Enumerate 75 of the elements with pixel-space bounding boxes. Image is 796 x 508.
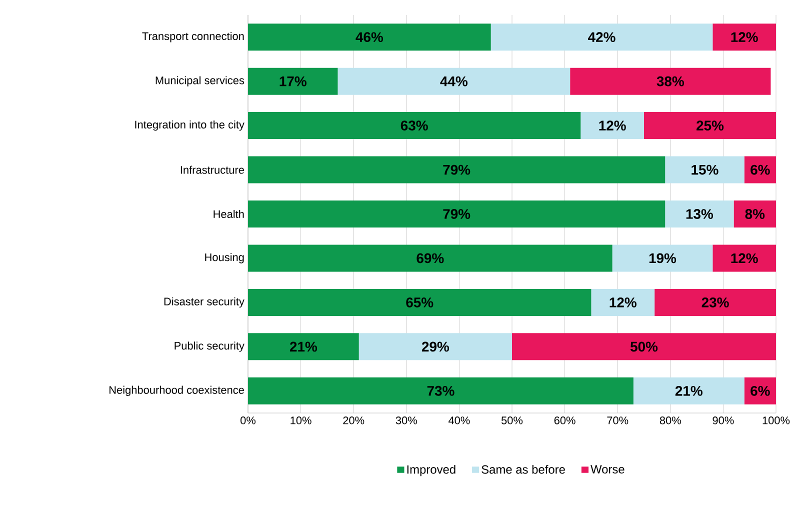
bar	[490, 24, 713, 51]
data-label: 38%	[656, 76, 684, 86]
bar	[665, 200, 734, 228]
bar	[654, 288, 776, 316]
bar	[248, 200, 666, 228]
y-tick-label: Municipal services	[156, 76, 244, 86]
bar	[734, 200, 776, 228]
data-label: 6%	[750, 164, 770, 175]
data-label: 25%	[696, 120, 724, 130]
data-label: 79%	[443, 209, 470, 219]
data-label: 21%	[290, 342, 318, 352]
data-label: 12%	[599, 120, 626, 130]
x-tick-label: 80%	[660, 416, 681, 424]
bar	[248, 333, 359, 360]
x-tick-label: 30%	[396, 416, 417, 424]
data-label: 8%	[745, 209, 765, 219]
data-label: 69%	[416, 253, 444, 264]
y-tick-label: Disaster security	[164, 297, 244, 308]
legend-label: Improved	[407, 464, 456, 476]
bar	[248, 377, 634, 404]
y-tick-label: Public security	[174, 342, 244, 352]
y-tick-label: Neighbourhood coexistence	[110, 386, 244, 396]
bar	[512, 333, 776, 360]
bar	[580, 112, 644, 140]
data-label: 46%	[356, 32, 384, 42]
x-tick-label: 20%	[343, 416, 364, 424]
bar	[665, 156, 744, 184]
data-label: 63%	[400, 120, 428, 131]
y-tick-label: Infrastructure	[180, 166, 244, 174]
bar	[248, 68, 338, 95]
data-label: 12%	[610, 298, 636, 308]
x-tick-label: 90%	[712, 416, 734, 424]
data-label: 44%	[440, 76, 468, 86]
data-label: 19%	[649, 253, 676, 264]
bar	[358, 333, 512, 360]
bar	[248, 288, 592, 316]
data-label: 15%	[692, 164, 718, 175]
bar	[338, 68, 570, 95]
data-label: 12%	[731, 32, 758, 42]
data-label: 21%	[675, 386, 702, 396]
data-label: 13%	[686, 209, 714, 219]
bar	[591, 288, 655, 316]
data-label: 73%	[427, 386, 454, 396]
y-tick-label: Health	[214, 210, 244, 218]
bar	[712, 244, 776, 272]
legend-label: Same as before	[482, 464, 565, 474]
data-label: 29%	[422, 342, 450, 352]
bar	[570, 68, 771, 95]
bar	[633, 377, 744, 404]
data-label: 50%	[630, 342, 658, 352]
x-tick-label: 60%	[554, 416, 576, 424]
data-label: 79%	[443, 164, 470, 175]
x-tick-label: 0%	[240, 416, 256, 424]
bar	[248, 244, 612, 272]
data-label: 17%	[280, 76, 306, 86]
data-label: 42%	[588, 32, 616, 42]
legend-label: Worse	[590, 465, 624, 474]
bar	[248, 156, 666, 184]
data-label: 23%	[702, 297, 729, 308]
x-tick-label: 40%	[448, 416, 470, 424]
bar	[644, 112, 776, 140]
data-label: 65%	[406, 298, 434, 308]
bar	[248, 24, 491, 51]
y-tick-label: Housing	[205, 253, 244, 264]
x-tick-label: 100%	[762, 416, 790, 424]
x-tick-label: 70%	[607, 416, 628, 424]
bar	[612, 244, 713, 272]
x-tick-label: 10%	[290, 416, 312, 424]
data-label: 12%	[731, 253, 758, 264]
bar	[712, 24, 776, 51]
y-tick-label: Integration into the city	[135, 120, 244, 131]
y-tick-label: Transport connection	[142, 32, 244, 42]
data-label: 6%	[750, 386, 770, 396]
x-tick-label: 50%	[501, 416, 523, 424]
bar	[248, 112, 581, 140]
